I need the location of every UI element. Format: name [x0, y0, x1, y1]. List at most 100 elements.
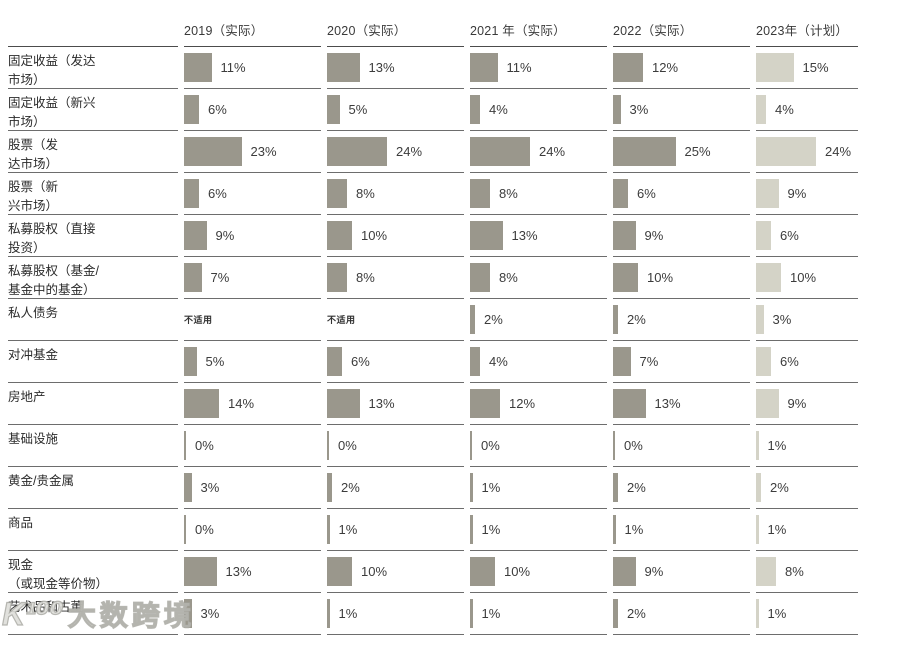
value-cell: 1%: [756, 509, 858, 551]
year-header: 2020（实际）: [327, 20, 464, 47]
value-cell: 7%: [613, 341, 750, 383]
value-label: 24%: [539, 144, 566, 159]
value-cell: 23%: [184, 131, 321, 173]
value-bar: [470, 515, 473, 544]
value-bar: [470, 389, 500, 418]
value-cell: 10%: [327, 215, 464, 257]
value-bar: [184, 263, 202, 292]
value-label: 6%: [637, 186, 656, 201]
value-bar: [613, 179, 628, 208]
value-cell: 1%: [756, 425, 858, 467]
value-bar: [470, 53, 498, 82]
value-label: 13%: [368, 60, 395, 75]
value-label: 6%: [780, 228, 799, 243]
value-bar: [613, 599, 618, 628]
value-bar: [184, 95, 199, 124]
value-label: 6%: [780, 354, 799, 369]
row-label: 商品: [8, 509, 178, 551]
value-cell: 12%: [470, 383, 607, 425]
value-cell: 6%: [184, 173, 321, 215]
value-bar: [470, 305, 475, 334]
value-label: 1%: [338, 606, 358, 621]
value-cell: 1%: [327, 509, 464, 551]
value-bar: [327, 389, 360, 418]
value-cell: 1%: [327, 593, 464, 635]
value-cell: 5%: [327, 89, 464, 131]
value-bar: [613, 515, 616, 544]
value-bar: [184, 53, 212, 82]
value-cell: 0%: [470, 425, 607, 467]
value-cell: 9%: [613, 215, 750, 257]
value-cell: 不适用: [327, 299, 464, 341]
value-label: 1%: [624, 522, 644, 537]
value-label: 2%: [627, 480, 646, 495]
value-cell: 24%: [470, 131, 607, 173]
value-bar: [470, 347, 480, 376]
value-cell: 13%: [470, 215, 607, 257]
value-label: 15%: [802, 60, 829, 75]
value-cell: 8%: [756, 551, 858, 593]
value-cell: 13%: [327, 47, 464, 89]
value-label: 4%: [775, 102, 794, 117]
value-bar: [184, 515, 186, 544]
value-cell: 6%: [756, 215, 858, 257]
value-bar: [756, 305, 764, 334]
value-cell: 6%: [756, 341, 858, 383]
value-bar: [184, 179, 199, 208]
value-bar: [184, 431, 186, 460]
value-bar: [756, 557, 776, 586]
value-cell: 11%: [184, 47, 321, 89]
value-cell: 3%: [756, 299, 858, 341]
value-bar: [184, 557, 217, 586]
value-cell: 2%: [613, 299, 750, 341]
value-label: 1%: [767, 438, 787, 453]
value-cell: 10%: [756, 257, 858, 299]
value-cell: 3%: [613, 89, 750, 131]
value-bar: [756, 179, 779, 208]
value-cell: 24%: [756, 131, 858, 173]
value-label: 8%: [356, 270, 375, 285]
year-header: 2022（实际）: [613, 20, 750, 47]
value-bar: [613, 431, 615, 460]
value-cell: 8%: [327, 173, 464, 215]
value-label: 0%: [195, 522, 214, 537]
value-label: 10%: [647, 270, 674, 285]
value-bar: [470, 137, 530, 166]
year-header: 2023年（计划）: [756, 20, 858, 47]
value-cell: 2%: [470, 299, 607, 341]
value-label: 1%: [481, 480, 501, 495]
value-bar: [613, 473, 618, 502]
value-bar: [327, 95, 340, 124]
value-label: 9%: [787, 186, 807, 201]
row-label: 房地产: [8, 383, 178, 425]
value-cell: 15%: [756, 47, 858, 89]
value-label: 1%: [767, 522, 787, 537]
value-label: 1%: [481, 522, 501, 537]
value-bar: [613, 95, 621, 124]
value-cell: 8%: [327, 257, 464, 299]
value-cell: 0%: [613, 425, 750, 467]
year-header: 2019（实际）: [184, 20, 321, 47]
value-bar: [613, 137, 676, 166]
value-label: 8%: [499, 270, 518, 285]
value-bar: [756, 473, 761, 502]
value-label: 6%: [351, 354, 370, 369]
value-cell: 9%: [756, 173, 858, 215]
row-label: 基础设施: [8, 425, 178, 467]
value-bar: [613, 557, 636, 586]
value-label: 11%: [506, 60, 532, 75]
value-cell: 5%: [184, 341, 321, 383]
value-cell: 24%: [327, 131, 464, 173]
value-cell: 1%: [470, 593, 607, 635]
value-label: 8%: [499, 186, 518, 201]
value-bar: [613, 389, 646, 418]
na-label: 不适用: [184, 315, 213, 325]
value-bar: [327, 137, 387, 166]
value-bar: [613, 305, 618, 334]
value-bar: [470, 179, 490, 208]
value-label: 0%: [481, 438, 500, 453]
row-label: 股票（发 达市场）: [8, 131, 178, 173]
value-cell: 0%: [184, 509, 321, 551]
value-cell: 1%: [470, 467, 607, 509]
